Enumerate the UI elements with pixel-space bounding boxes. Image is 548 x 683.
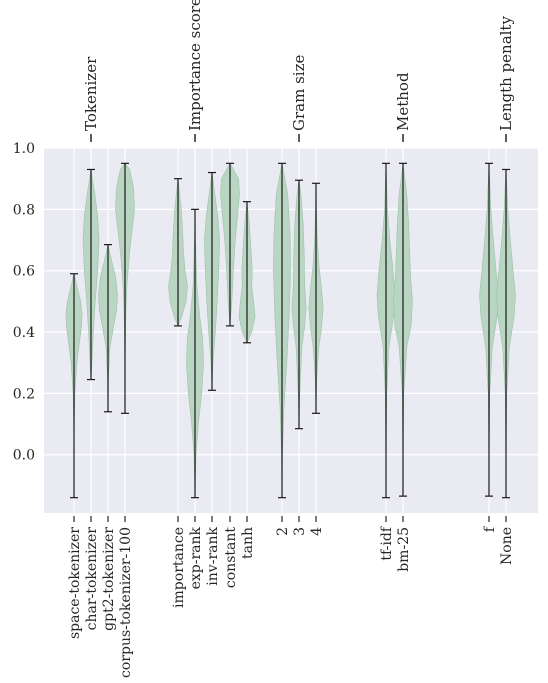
x-tick-label: 3 <box>292 527 308 536</box>
group-label: Tokenizer <box>82 56 100 131</box>
group-label: Length penalty <box>497 16 515 131</box>
y-tick-label: 0.2 <box>13 386 35 402</box>
x-tick-label: f <box>482 525 498 532</box>
group-label: Importance score <box>186 0 204 131</box>
y-tick-label: 0.6 <box>13 264 35 280</box>
x-tick-label: None <box>499 527 515 565</box>
x-tick-label: gpt2-tokenizer <box>101 527 117 631</box>
x-tick-label: bm-25 <box>396 527 412 572</box>
x-tick-label: tf-idf <box>379 525 395 560</box>
x-tick-label: corpus-tokenizer-100 <box>118 527 134 678</box>
y-tick-label: 0.0 <box>13 448 35 464</box>
y-tick-label: 0.4 <box>13 325 35 341</box>
x-tick-label: char-tokenizer <box>84 527 100 631</box>
group-label: Gram size <box>290 55 308 131</box>
violin-layer <box>65 162 516 499</box>
x-tick-label: space-tokenizer <box>67 527 83 639</box>
axis-layer: 0.0 0.2 0.4 0.6 0.8 1.0 space-tokenizer char-to… <box>13 141 515 678</box>
group-label: Method <box>394 72 412 131</box>
group-label-layer: Tokenizer Importance score Gram size Method… <box>82 0 515 142</box>
y-tick-label: 1.0 <box>13 141 35 157</box>
y-tick-label: 0.8 <box>13 202 35 218</box>
x-tick-label: inv-rank <box>205 526 221 585</box>
x-tick-label: importance <box>171 527 187 608</box>
x-tick-label: 2 <box>275 527 291 536</box>
x-tick-label: tanh <box>240 527 256 559</box>
x-tick-label: exp-rank <box>188 526 204 589</box>
x-tick-label: constant <box>223 527 239 588</box>
x-tick-label: 4 <box>309 527 325 536</box>
